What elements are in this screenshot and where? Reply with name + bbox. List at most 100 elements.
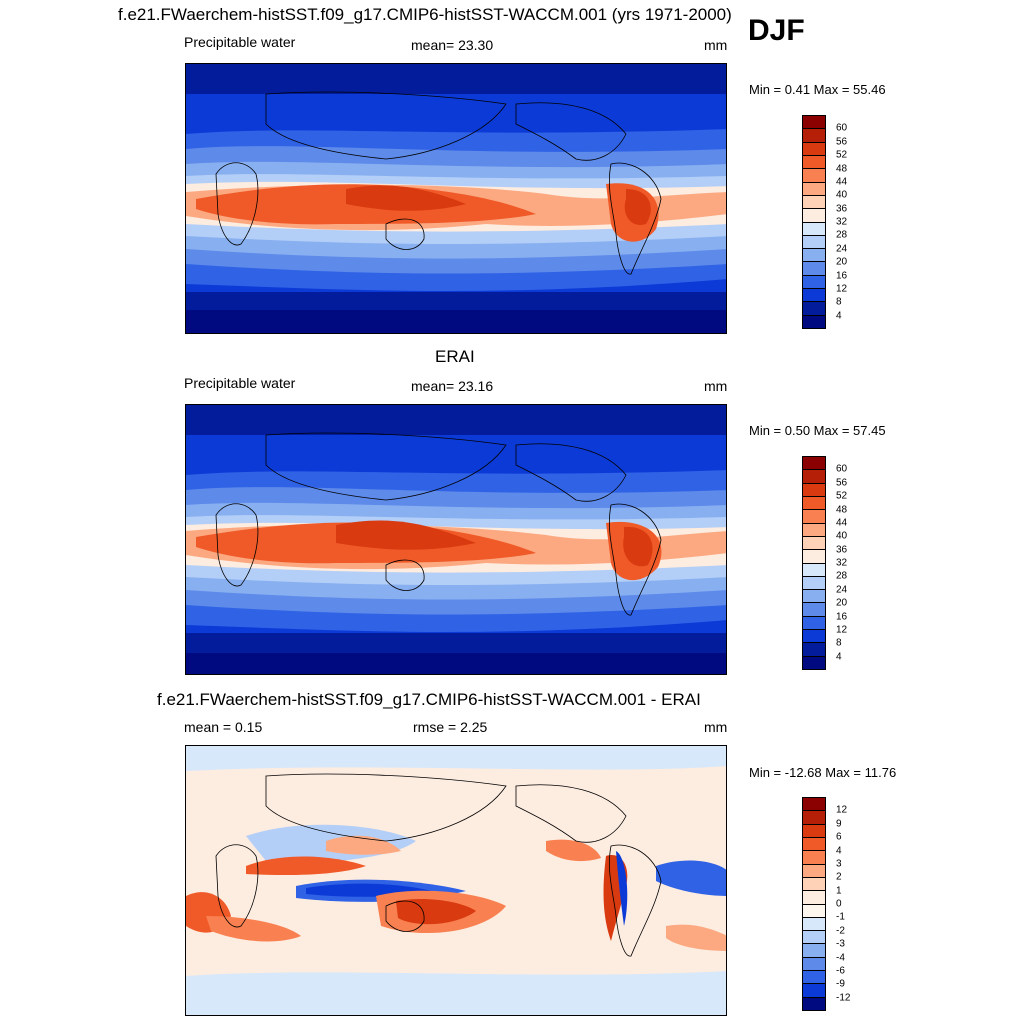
colorbar-swatch xyxy=(803,563,825,577)
panel2-map xyxy=(185,404,727,675)
colorbar-tick-label: 52 xyxy=(836,490,848,502)
colorbar-swatch xyxy=(803,142,825,156)
colorbar-tick-label: 16 xyxy=(836,611,848,622)
colorbar-swatch xyxy=(803,496,825,511)
colorbar-tick-label: 40 xyxy=(836,530,848,542)
colorbar-tick-label: 32 xyxy=(836,216,848,228)
colorbar-tick-label: 12 xyxy=(836,804,848,816)
panel3-mean-label: mean = 0.15 xyxy=(184,719,263,735)
colorbar-tick-label: 56 xyxy=(836,477,848,489)
colorbar-tick-label: 3 xyxy=(836,858,842,870)
colorbar-tick-label: 0 xyxy=(836,898,842,910)
colorbar-swatch xyxy=(803,169,825,183)
colorbar-tick-label: 52 xyxy=(836,149,848,161)
colorbar-swatch xyxy=(803,155,825,170)
panel3-colorbar-labels: 12 9 6 4 3 2 1 0 -1 -2 -3 -4 -6 -9 -12 xyxy=(836,797,876,1011)
colorbar-swatch xyxy=(803,643,825,657)
colorbar-swatch xyxy=(803,851,825,865)
colorbar-swatch xyxy=(803,536,825,551)
colorbar-swatch xyxy=(803,289,825,303)
colorbar-tick-label: 24 xyxy=(836,584,848,596)
colorbar-swatch xyxy=(803,209,825,223)
panel2-colorbar xyxy=(802,456,826,670)
colorbar-tick-label: 6 xyxy=(836,831,842,843)
colorbar-swatch xyxy=(803,904,825,918)
colorbar-swatch xyxy=(803,576,825,591)
colorbar-swatch xyxy=(803,798,825,812)
colorbar-tick-label: 4 xyxy=(836,310,842,322)
colorbar-swatch xyxy=(803,811,825,825)
colorbar-tick-label: 40 xyxy=(836,189,848,201)
colorbar-tick-label: 60 xyxy=(836,122,848,134)
colorbar-tick-label: 9 xyxy=(836,818,842,830)
colorbar-swatch xyxy=(803,864,825,878)
colorbar-swatch xyxy=(803,957,825,972)
panel2-title: ERAI xyxy=(435,347,475,366)
panel1-map xyxy=(185,63,727,334)
colorbar-swatch xyxy=(803,824,825,838)
colorbar-tick-label: 4 xyxy=(836,651,842,663)
colorbar-swatch xyxy=(803,315,825,328)
colorbar-swatch xyxy=(803,944,825,958)
colorbar-swatch xyxy=(803,603,825,617)
colorbar-swatch xyxy=(803,997,825,1010)
colorbar-swatch xyxy=(803,235,825,250)
colorbar-swatch xyxy=(803,877,825,892)
colorbar-tick-label: 4 xyxy=(836,845,842,856)
colorbar-swatch xyxy=(803,630,825,644)
panel1-units: mm xyxy=(704,37,728,53)
colorbar-swatch xyxy=(803,275,825,290)
colorbar-tick-label: 24 xyxy=(836,243,848,255)
panel1-variable-label: Precipitable water xyxy=(184,34,296,50)
panel1-minmax: Min = 0.41 Max = 55.46 xyxy=(749,82,886,97)
colorbar-tick-label: 20 xyxy=(836,256,848,268)
colorbar-tick-label: -12 xyxy=(836,992,851,1004)
season-label: DJF xyxy=(748,14,805,47)
panel3-units: mm xyxy=(704,719,728,735)
colorbar-tick-label: 8 xyxy=(836,637,842,649)
colorbar-tick-label: 48 xyxy=(836,163,848,174)
colorbar-tick-label: 12 xyxy=(836,283,848,295)
colorbar-swatch xyxy=(803,262,825,276)
colorbar-tick-label: -9 xyxy=(836,978,845,990)
colorbar-swatch xyxy=(803,249,825,263)
colorbar-swatch xyxy=(803,931,825,945)
panel3-map xyxy=(185,745,727,1016)
panel1-colorbar-labels: 60 56 52 48 44 40 36 32 28 24 20 16 12 8 4 xyxy=(836,115,876,329)
panel1-mean-label: mean= 23.30 xyxy=(411,37,494,53)
colorbar-tick-label: -1 xyxy=(836,911,845,923)
panel1-colorbar xyxy=(802,115,826,329)
colorbar-swatch xyxy=(803,837,825,852)
colorbar-swatch xyxy=(803,195,825,210)
colorbar-swatch xyxy=(803,483,825,497)
colorbar-tick-label: 8 xyxy=(836,296,842,308)
colorbar-swatch xyxy=(803,590,825,604)
colorbar-swatch xyxy=(803,222,825,236)
colorbar-tick-label: 12 xyxy=(836,624,848,636)
colorbar-swatch xyxy=(803,550,825,564)
colorbar-tick-label: -4 xyxy=(836,952,845,963)
colorbar-swatch xyxy=(803,656,825,669)
panel3-title: f.e21.FWaerchem-histSST.f09_g17.CMIP6-hi… xyxy=(157,690,701,709)
panel3-minmax: Min = -12.68 Max = 11.76 xyxy=(749,765,897,780)
colorbar-tick-label: -2 xyxy=(836,925,845,937)
colorbar-swatch xyxy=(803,917,825,932)
colorbar-swatch xyxy=(803,616,825,631)
colorbar-swatch xyxy=(803,891,825,905)
colorbar-tick-label: 32 xyxy=(836,557,848,569)
panel1-title: f.e21.FWaerchem-histSST.f09_g17.CMIP6-hi… xyxy=(118,5,732,24)
panel2-units: mm xyxy=(704,378,728,394)
colorbar-tick-label: 2 xyxy=(836,871,842,883)
colorbar-swatch xyxy=(803,182,825,196)
colorbar-tick-label: 44 xyxy=(836,176,848,188)
colorbar-swatch xyxy=(803,457,825,471)
panel2-minmax: Min = 0.50 Max = 57.45 xyxy=(749,423,886,438)
colorbar-tick-label: 1 xyxy=(836,885,842,897)
colorbar-swatch xyxy=(803,470,825,484)
panel3-colorbar xyxy=(802,797,826,1011)
colorbar-tick-label: -6 xyxy=(836,965,845,977)
colorbar-tick-label: 20 xyxy=(836,597,848,609)
colorbar-swatch xyxy=(803,129,825,143)
colorbar-swatch xyxy=(803,971,825,985)
colorbar-tick-label: 60 xyxy=(836,463,848,475)
